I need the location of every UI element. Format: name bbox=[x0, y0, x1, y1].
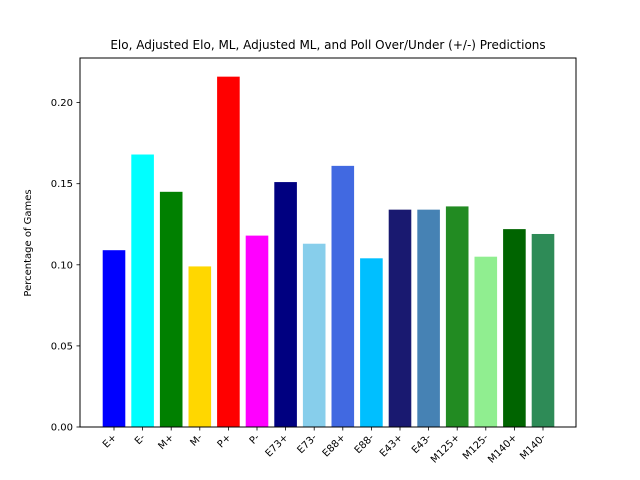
y-tick-label: 0.15 bbox=[51, 179, 73, 190]
y-tick-label: 0.05 bbox=[51, 341, 73, 352]
chart-title: Elo, Adjusted Elo, ML, Adjusted ML, and … bbox=[110, 38, 545, 52]
bars-group bbox=[102, 76, 555, 428]
bar-m140-plus bbox=[503, 229, 526, 427]
bar-e88-plus bbox=[331, 165, 355, 428]
y-axis-title: Percentage of Games bbox=[23, 189, 34, 296]
bar-m-minus bbox=[188, 266, 212, 427]
bar-m125-minus bbox=[474, 256, 498, 427]
bar-m125-plus bbox=[445, 206, 469, 427]
bar-e43-minus bbox=[417, 209, 440, 427]
bar-e-minus bbox=[131, 154, 154, 427]
y-axis: 0.00 0.05 0.10 0.15 0.20 bbox=[51, 98, 80, 434]
bar-e73-minus bbox=[302, 243, 326, 427]
plot-frame bbox=[79, 57, 577, 428]
bar-e43-plus bbox=[388, 209, 412, 427]
bar-e73-plus bbox=[274, 182, 297, 427]
y-tick-label: 0.10 bbox=[51, 260, 73, 271]
y-tick-label: 0.20 bbox=[51, 98, 73, 109]
bar-e88-minus bbox=[360, 258, 383, 427]
bar-m140-minus bbox=[531, 233, 555, 427]
bar-m-plus bbox=[159, 191, 183, 427]
bar-p-minus bbox=[245, 235, 269, 427]
y-tick-label: 0.00 bbox=[51, 423, 73, 434]
bar-p-plus bbox=[217, 76, 240, 428]
bar-e-plus bbox=[102, 250, 126, 427]
